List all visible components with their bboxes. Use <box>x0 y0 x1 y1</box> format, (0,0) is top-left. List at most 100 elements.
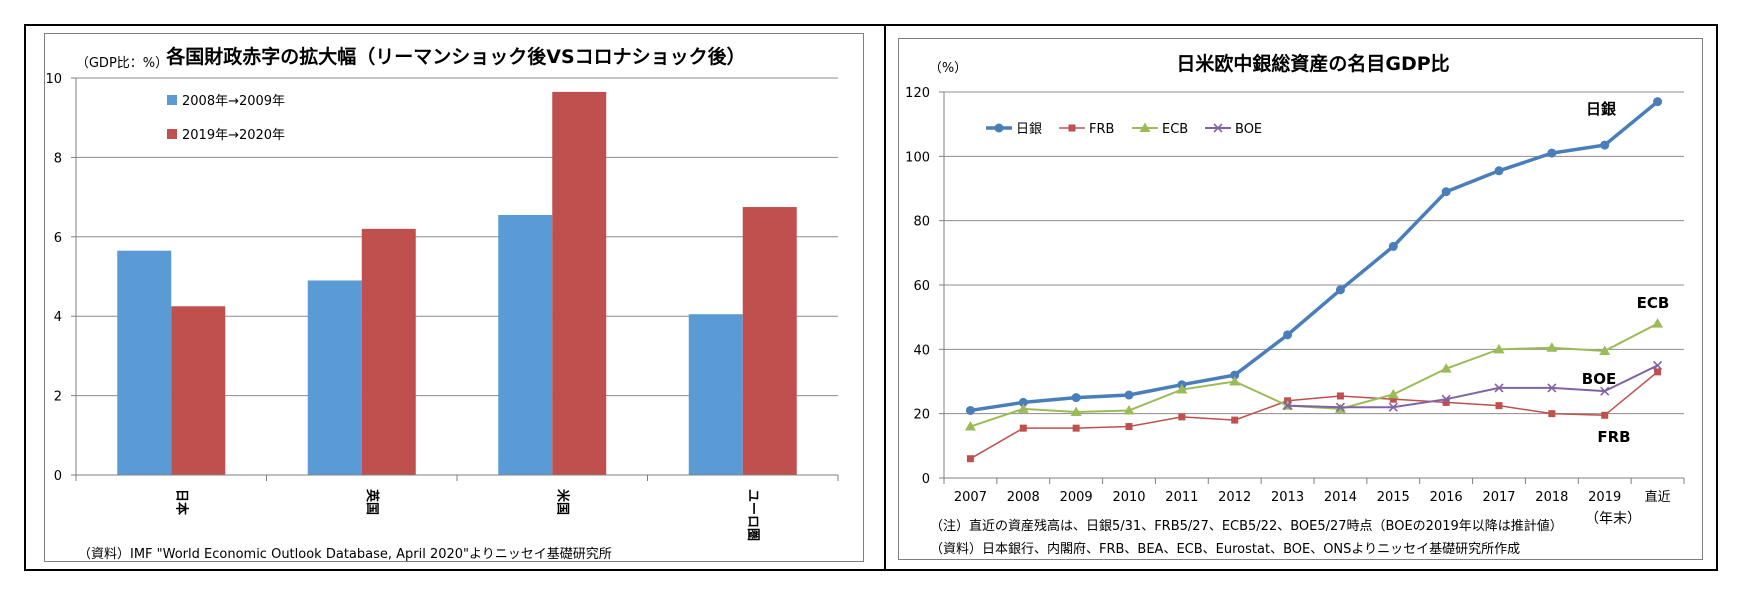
right-axes: 0 20 40 60 80 100 120 2007 2008 2009 2010 2011 2012 2… <box>905 86 1685 505</box>
left-legend-swatch-2 <box>167 129 177 139</box>
left-category-label: 日本 <box>173 489 189 515</box>
point-FRB-2011 <box>1178 413 1186 421</box>
left-axes: 0 2 4 6 8 10 日本 英国 米国 ユーロ圏 <box>45 72 839 541</box>
point-BOE-直近 <box>1653 360 1663 370</box>
bar-日本-series2 <box>171 306 226 475</box>
point-日銀-2014 <box>1335 285 1345 295</box>
point-ECB-2018 <box>1546 342 1558 352</box>
point-ECB-2017 <box>1493 343 1505 354</box>
right-gridlines <box>944 91 1684 415</box>
left-category-label: 英国 <box>364 488 380 515</box>
right-legend-label: FRB <box>1089 122 1114 137</box>
point-ECB-2008 <box>1017 403 1029 413</box>
point-BOE-2014 <box>1335 402 1345 412</box>
point-FRB-2017 <box>1495 402 1503 410</box>
point-日銀-2008 <box>1018 397 1028 407</box>
end-label-BOE: BOE <box>1582 370 1616 388</box>
right-note: （注）直近の資産残高は、日銀5/31、FRB5/27、ECB5/22、BOE5/… <box>930 518 1563 534</box>
line-BOE <box>1287 364 1659 409</box>
line-FRB <box>970 371 1659 460</box>
right-ytick-label: 60 <box>913 279 930 294</box>
point-ECB-2019 <box>1599 345 1611 355</box>
point-ECB-2009 <box>1070 406 1082 417</box>
point-ECB-2011 <box>1176 384 1188 394</box>
point-ECB-2012 <box>1229 376 1241 386</box>
point-FRB-直近 <box>1654 368 1662 376</box>
point-ECB-直近 <box>1652 318 1664 328</box>
bar-米国-series2 <box>552 91 607 476</box>
right-xtick-label: 2013 <box>1271 490 1304 505</box>
right-xtick-label: 2009 <box>1060 490 1093 505</box>
right-end-labels: 日銀 FRB ECB BOE <box>1582 100 1670 446</box>
point-日銀-2016 <box>1441 187 1451 197</box>
point-日銀-2009 <box>1071 393 1081 403</box>
right-xtick-label: 直近 <box>1645 490 1671 505</box>
left-legend-swatch-1 <box>167 95 177 105</box>
point-日銀-2017 <box>1494 166 1504 176</box>
point-FRB-2010 <box>1125 423 1133 431</box>
point-BOE-2017 <box>1494 383 1504 393</box>
right-ytick-label: 0 <box>922 472 930 487</box>
panel-divider <box>884 24 886 571</box>
right-legend-label: ECB <box>1162 122 1188 137</box>
bar-日本-series1 <box>117 250 172 475</box>
central-bank-assets-chart-panel <box>898 38 1703 560</box>
line-日銀 <box>970 100 1659 413</box>
left-ytick-label: 0 <box>54 469 62 484</box>
right-xtick-label: 2016 <box>1430 490 1463 505</box>
right-ytick-label: 20 <box>913 408 930 423</box>
right-legend-marker-BOE <box>1213 123 1223 133</box>
point-ECB-2016 <box>1440 363 1452 373</box>
point-FRB-2015 <box>1389 395 1397 403</box>
left-category-label: ユーロ圏 <box>745 489 760 541</box>
end-label-日銀: 日銀 <box>1586 100 1616 118</box>
right-ytick-label: 120 <box>905 86 930 101</box>
right-legend-label: BOE <box>1235 122 1262 137</box>
right-xtick-label: 2018 <box>1535 490 1568 505</box>
point-日銀-2007 <box>965 405 975 415</box>
outer-frame <box>24 24 1718 571</box>
left-legend: 2008年→2009年 2019年→2020年 <box>167 94 285 143</box>
bar-英国-series1 <box>307 280 362 475</box>
point-FRB-2018 <box>1548 410 1556 418</box>
left-ytick-label: 6 <box>54 231 62 246</box>
right-xtick-label: 2015 <box>1377 490 1410 505</box>
right-xtick-label: 2008 <box>1007 490 1040 505</box>
point-ECB-2015 <box>1387 388 1399 399</box>
right-ytick-label: 100 <box>905 150 930 165</box>
point-FRB-2014 <box>1336 392 1344 400</box>
left-legend-label: 2019年→2020年 <box>182 128 285 143</box>
point-BOE-2018 <box>1547 383 1557 393</box>
point-日銀-2018 <box>1547 148 1557 158</box>
left-chart-title: 各国財政赤字の拡大幅（リーマンショック後VSコロナショック後） <box>165 45 745 68</box>
point-ECB-2010 <box>1123 404 1135 415</box>
left-ytick-label: 2 <box>54 390 62 405</box>
right-legend-marker-日銀 <box>994 123 1004 133</box>
point-BOE-2013 <box>1283 401 1293 411</box>
point-日銀-2015 <box>1388 241 1398 251</box>
bar-米国-series1 <box>498 214 553 475</box>
point-BOE-2019 <box>1600 386 1610 396</box>
point-ECB-2007 <box>964 421 976 431</box>
left-ytick-label: 8 <box>54 151 62 166</box>
point-日銀-直近 <box>1653 97 1663 107</box>
point-日銀-2012 <box>1230 370 1240 380</box>
left-category-label: 米国 <box>554 489 570 515</box>
right-unit-label: （%） <box>929 61 967 76</box>
right-xtick-label: 2019 <box>1588 490 1621 505</box>
right-chart-title: 日米欧中銀総資産の名目GDP比 <box>1176 52 1449 75</box>
right-ytick-label: 40 <box>913 343 930 358</box>
right-xtick-label: 2010 <box>1112 490 1145 505</box>
point-FRB-2012 <box>1231 416 1239 424</box>
year-end-label: （年末） <box>1585 511 1641 527</box>
right-source-note: （資料）日本銀行、内閣府、FRB、BEA、ECB、Eurostat、BOE、ON… <box>930 541 1520 557</box>
point-FRB-2007 <box>966 455 974 463</box>
point-日銀-2013 <box>1283 330 1293 340</box>
bar-ユーロ圏-series2 <box>742 207 797 475</box>
point-日銀-2010 <box>1124 390 1134 400</box>
point-BOE-2015 <box>1388 402 1398 412</box>
right-series-lines <box>964 97 1664 463</box>
right-legend-marker-ECB <box>1139 122 1151 132</box>
point-FRB-2019 <box>1601 411 1609 419</box>
